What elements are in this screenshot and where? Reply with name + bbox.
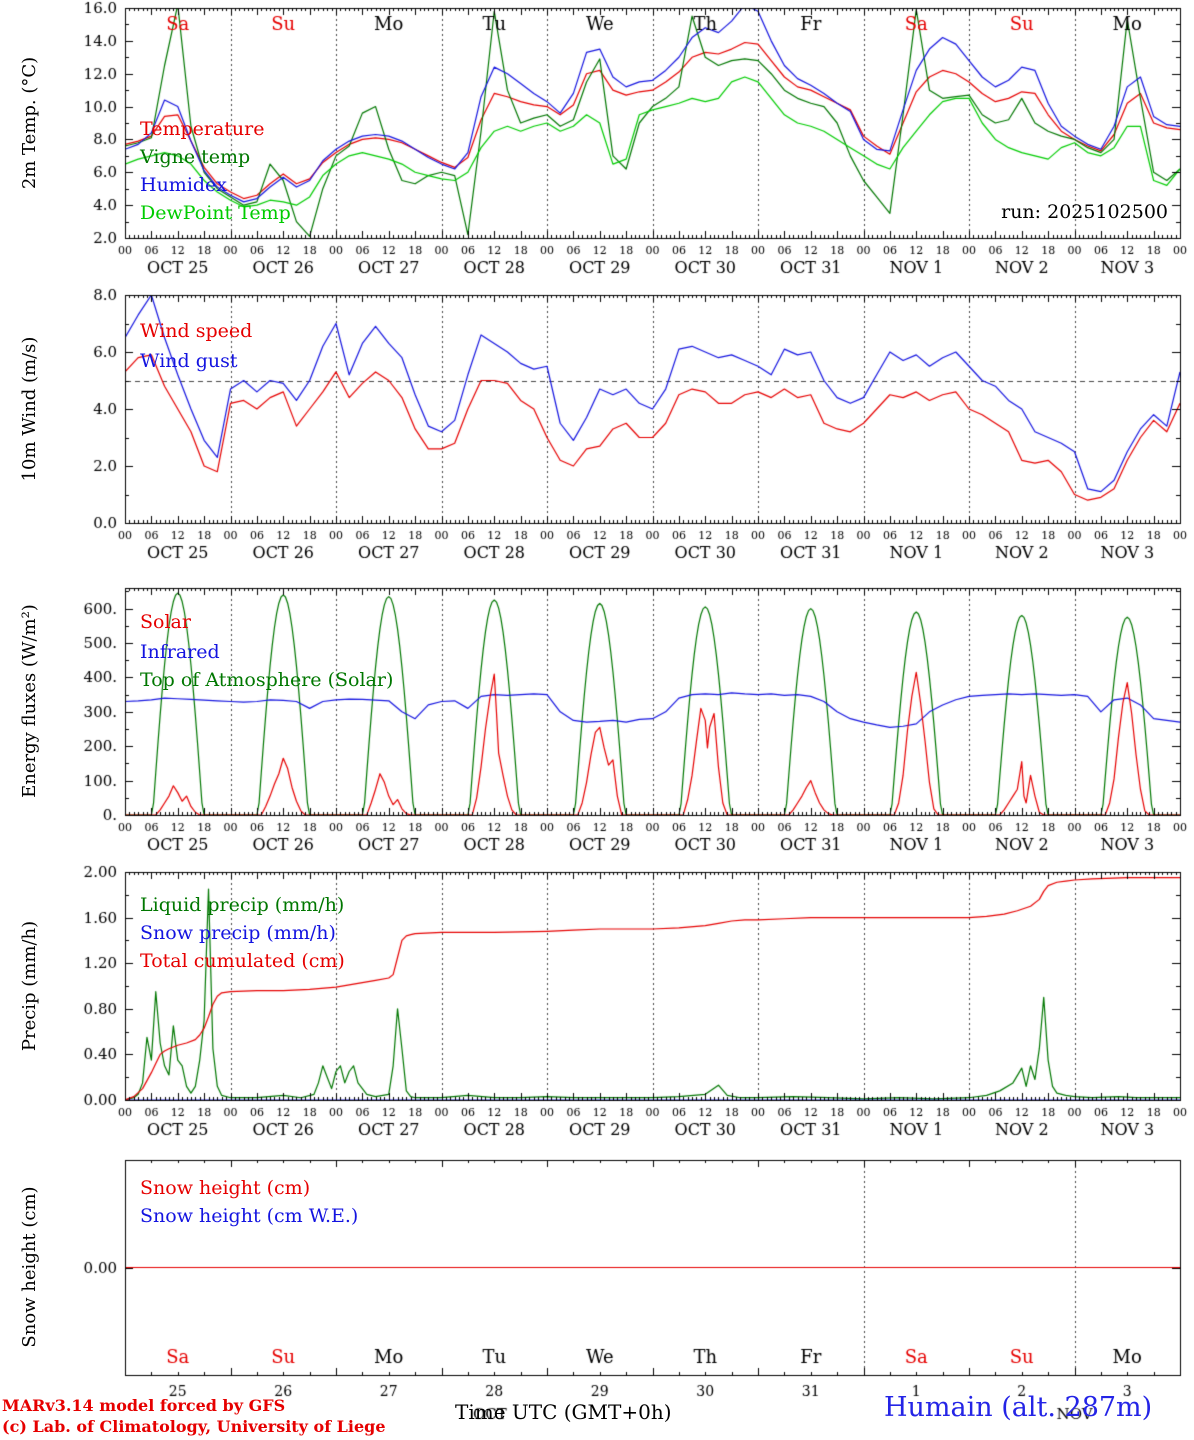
legend-infrared: Infrared (140, 641, 220, 663)
model-credit-line2: (c) Lab. of Climatology, University of L… (2, 1417, 386, 1436)
ylabel-snow-height: Snow height (cm) (19, 1186, 40, 1348)
legend-toa-solar: Top of Atmosphere (Solar) (140, 669, 394, 691)
ylabel-precip: Precip (mm/h) (19, 920, 40, 1052)
model-credit-line1: MARv3.14 model forced by GFS (2, 1396, 286, 1415)
ylabel-10m-wind: 10m Wind (m/s) (19, 336, 40, 482)
legend-total-cumulated: Total cumulated (cm) (140, 950, 345, 972)
ylabel-energy-fluxes: Energy fluxes (W/m²) (19, 604, 40, 798)
legend-solar: Solar (140, 611, 191, 633)
legend-wind-speed: Wind speed (140, 320, 253, 342)
ylabel-2m-temp: 2m Temp. (°C) (19, 56, 40, 190)
xaxis-title: Time UTC (GMT+0h) (455, 1400, 672, 1424)
legend-humidex: Humidex (140, 174, 228, 196)
legend-dewpoint-temp: DewPoint Temp (140, 202, 291, 224)
legend-wind-gust: Wind gust (140, 350, 238, 372)
station-label: Humain (alt. 287m) (884, 1392, 1153, 1423)
legend-vigne-temp: Vigne temp (140, 146, 251, 168)
legend-snow-height: Snow height (cm) (140, 1177, 311, 1199)
legend-liquid-precip: Liquid precip (mm/h) (140, 894, 345, 916)
legend-snow-height-we: Snow height (cm W.E.) (140, 1205, 359, 1227)
legend-temperature: Temperature (140, 118, 265, 140)
legend-snow-precip: Snow precip (mm/h) (140, 922, 336, 944)
run-label: run: 2025102500 (1001, 201, 1168, 223)
